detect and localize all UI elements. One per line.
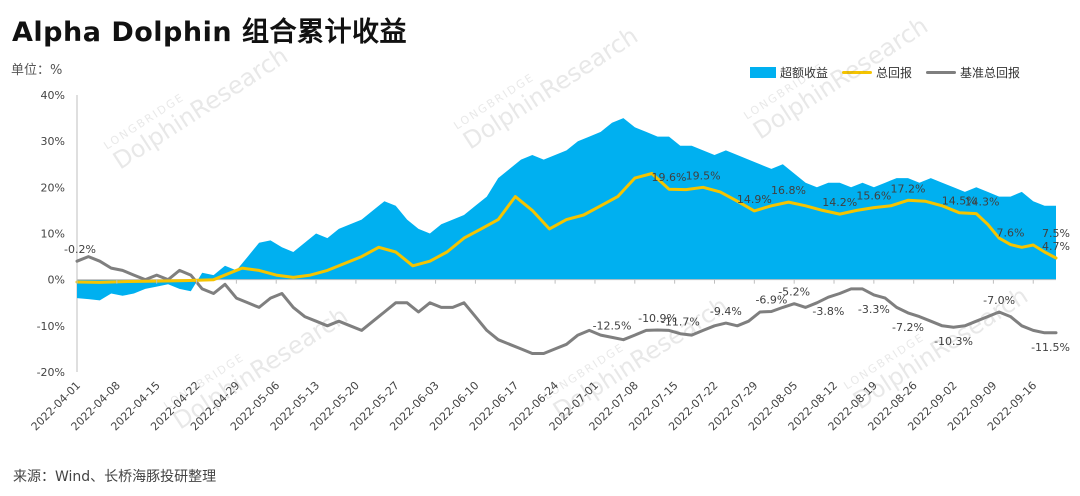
data-label: -7.0% [983,294,1015,307]
data-label: -3.3% [858,303,890,316]
chart-legend: 超额收益 总回报 基准总回报 [749,64,1020,81]
data-label: 7.6% [996,227,1024,240]
data-label: 4.7% [1042,240,1070,253]
data-label: -0.2% [64,243,96,256]
legend-item-excess: 超额收益 [749,64,828,81]
y-tick-label: -20% [37,366,65,379]
unit-label: 单位：% [11,63,63,78]
data-label: 7.5% [1042,227,1070,240]
y-tick-label: 20% [41,181,65,194]
data-label: 14.3% [965,196,1000,209]
y-tick-label: 0% [48,274,65,287]
data-label: 14.2% [822,196,857,209]
source-note: 来源：Wind、长桥海豚投研整理 [13,469,217,485]
data-label: 16.8% [771,184,806,197]
watermark-name: DolphinResearch [108,41,293,175]
legend-swatch-total [841,71,872,74]
legend-swatch-benchmark [925,71,956,74]
data-label: -11.5% [1031,341,1070,354]
legend-item-total: 总回报 [841,64,912,81]
data-label: 19.6% [651,171,686,184]
legend-item-benchmark: 基准总回报 [925,64,1020,81]
data-label: -11.7% [661,316,700,329]
legend-label-benchmark: 基准总回报 [959,66,1020,80]
data-label: 19.5% [686,169,721,182]
series-area-excess [77,118,1056,301]
data-label: -9.4% [710,305,742,318]
watermark-name: DolphinResearch [748,11,933,145]
series-line-benchmark [75,255,1058,355]
data-label: -10.3% [934,335,973,348]
y-tick-label: 40% [41,89,65,102]
data-label: -3.8% [812,305,844,318]
series-line-total [75,172,1058,284]
data-label: -6.9% [755,294,787,307]
data-label: -7.2% [892,321,924,334]
data-label: 17.2% [891,182,926,195]
y-tick-label: 10% [41,228,65,241]
legend-label-excess: 超额收益 [779,66,828,80]
data-label: 14.9% [737,193,772,206]
chart-title: Alpha Dolphin 组合累计收益 [12,17,407,48]
data-label: 15.6% [856,190,891,203]
legend-swatch-excess [749,67,776,78]
y-tick-label: -10% [37,320,65,333]
data-label: -10.9% [638,312,677,325]
legend-label-total: 总回报 [875,66,912,80]
data-label: 14.5% [942,195,977,208]
data-label: -12.5% [593,319,632,332]
y-tick-label: 30% [41,135,65,148]
data-label: -5.2% [778,286,810,299]
